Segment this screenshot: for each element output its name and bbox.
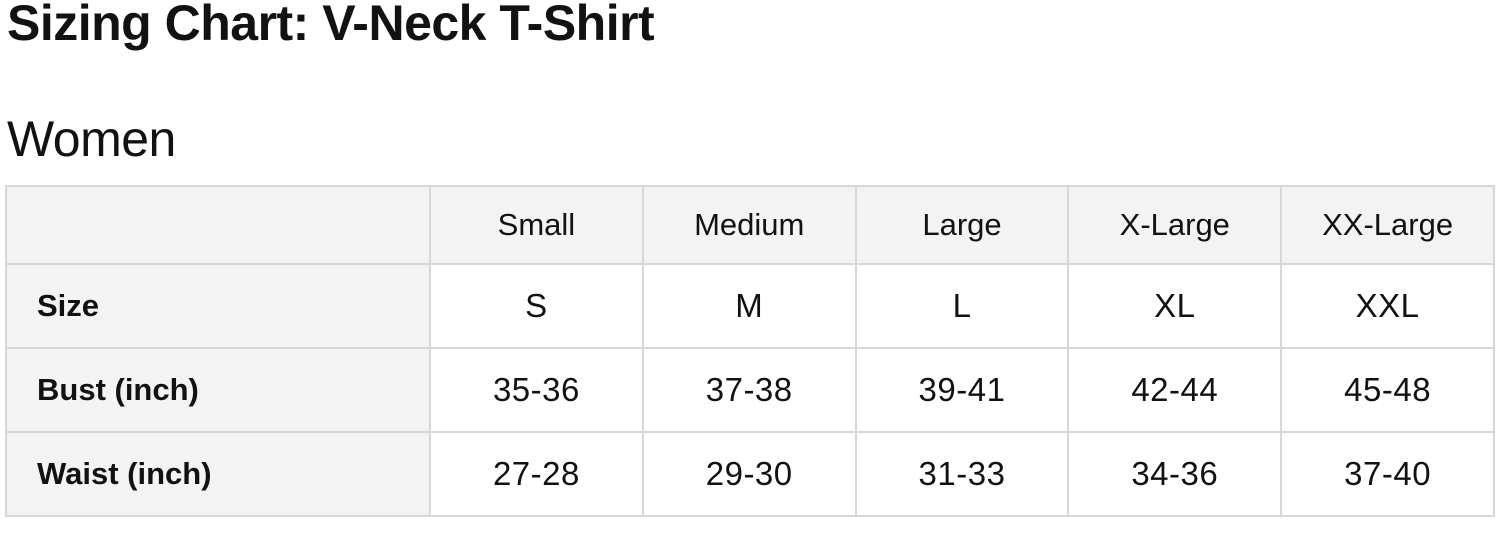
table-row-bust: Bust (inch) 35-36 37-38 39-41 42-44 45-4… [5,347,1495,433]
waist-value-medium: 29-30 [641,431,857,517]
sizing-table: Small Medium Large X-Large XX-Large Size… [5,185,1495,517]
row-label-waist: Waist (inch) [5,431,431,517]
header-cell-x-large: X-Large [1067,185,1283,265]
waist-value-large: 31-33 [854,431,1070,517]
row-label-bust: Bust (inch) [5,347,431,433]
bust-value-small: 35-36 [429,347,644,433]
header-cell-large: Large [854,185,1070,265]
header-cell-medium: Medium [641,185,857,265]
size-value-large: L [854,263,1070,349]
size-value-x-large: XL [1067,263,1283,349]
table-row-size: Size S M L XL XXL [5,263,1495,349]
size-value-small: S [429,263,644,349]
waist-value-xx-large: 37-40 [1280,431,1495,517]
page-title: Sizing Chart: V-Neck T-Shirt [7,0,655,51]
section-heading-women: Women [7,111,176,167]
table-row-waist: Waist (inch) 27-28 29-30 31-33 34-36 37-… [5,431,1495,517]
column-header-row: Small Medium Large X-Large XX-Large [5,185,1495,265]
header-cell-small: Small [429,185,644,265]
waist-value-small: 27-28 [429,431,644,517]
waist-value-x-large: 34-36 [1067,431,1283,517]
size-value-xx-large: XXL [1280,263,1495,349]
size-value-medium: M [641,263,857,349]
row-label-size: Size [5,263,431,349]
corner-cell [5,185,431,265]
bust-value-medium: 37-38 [641,347,857,433]
header-cell-xx-large: XX-Large [1280,185,1495,265]
bust-value-xx-large: 45-48 [1280,347,1495,433]
bust-value-large: 39-41 [854,347,1070,433]
bust-value-x-large: 42-44 [1067,347,1283,433]
